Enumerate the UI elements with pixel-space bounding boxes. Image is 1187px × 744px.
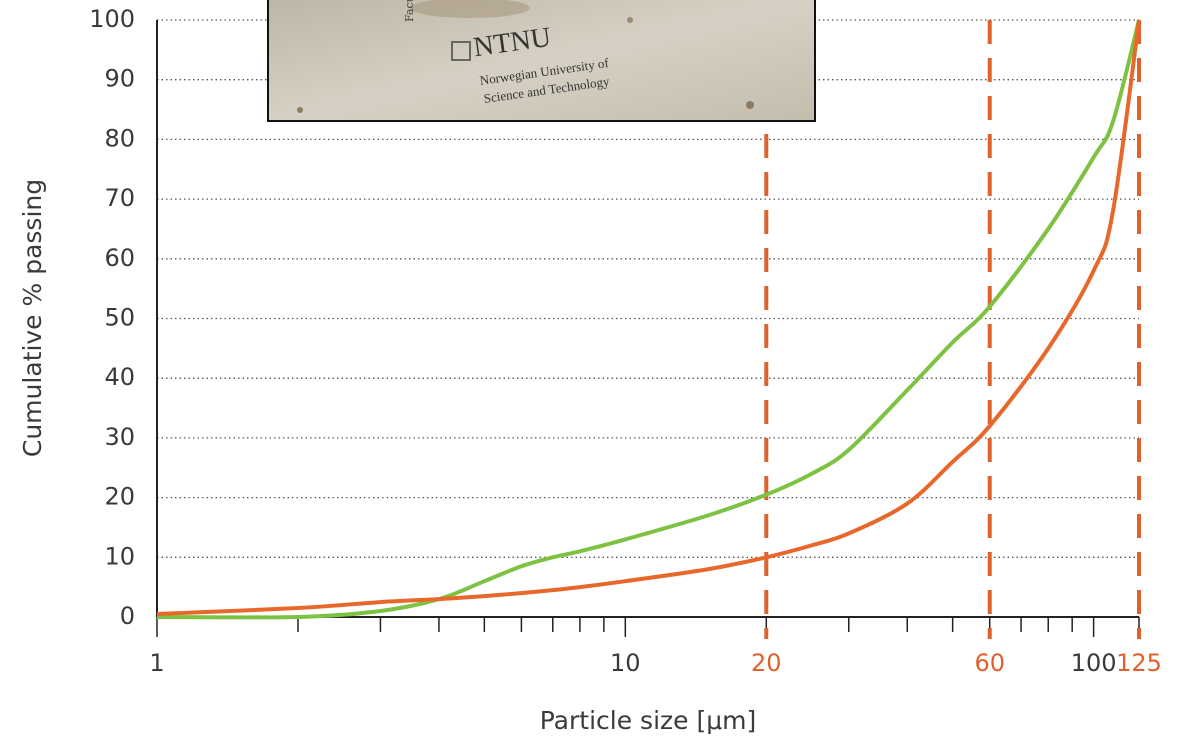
- y-tick-label: 40: [104, 363, 135, 391]
- inset-text: Faculty: [403, 0, 416, 22]
- y-tick-label: 100: [89, 5, 135, 33]
- inset-frame: [268, 0, 815, 121]
- y-tick-label: 70: [104, 184, 135, 212]
- x-tick-label: 20: [751, 649, 782, 677]
- y-tick-label: 80: [104, 124, 135, 152]
- y-tick-label: 10: [104, 542, 135, 570]
- y-tick-label: 90: [104, 65, 135, 93]
- y-tick-label: 60: [104, 244, 135, 272]
- x-axis-title: Particle size [μm]: [540, 706, 757, 735]
- y-axis-title: Cumulative % passing: [18, 179, 47, 457]
- x-tick-label: 1: [149, 649, 164, 677]
- inset-particle: [746, 101, 754, 109]
- x-tick-label: 125: [1116, 649, 1162, 677]
- inset-photo: Faculty NTNU Norwegian University of Sci…: [268, 0, 815, 121]
- y-tick-label: 0: [120, 602, 135, 630]
- inset-particle: [297, 107, 303, 113]
- page: {"chart_data": { "type": "line", "xlabel…: [0, 0, 1187, 744]
- y-tick-label: 50: [104, 304, 135, 332]
- y-tick-label: 20: [104, 483, 135, 511]
- inset-particle: [627, 17, 633, 23]
- y-tick-label: 30: [104, 423, 135, 451]
- x-tick-label: 10: [610, 649, 641, 677]
- x-tick-label: 60: [974, 649, 1005, 677]
- chart: 01020304050607080901001102060100125Parti…: [0, 0, 1187, 744]
- x-tick-label: 100: [1071, 649, 1117, 677]
